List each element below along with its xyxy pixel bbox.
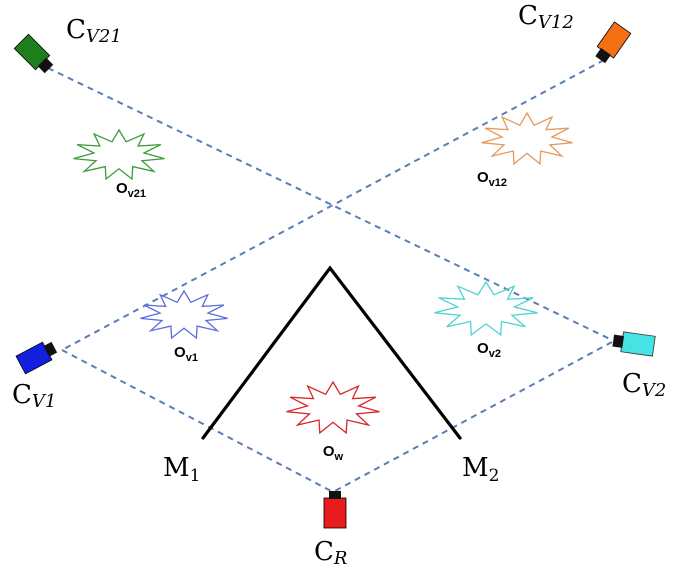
camera-cr xyxy=(323,491,347,529)
camera-cv21-lens-icon xyxy=(37,57,54,74)
mirror-pair xyxy=(201,265,462,440)
object-ow-star-icon xyxy=(286,380,380,435)
camera-cv2-lens-icon xyxy=(612,334,624,348)
camera-cv12-label: CV12 xyxy=(518,1,574,33)
object-ov2-star-icon xyxy=(434,280,538,337)
ray-cv21-to-cv2 xyxy=(47,67,613,341)
mirror-m2-label: M2 xyxy=(462,453,499,486)
object-ov2: Ov2 xyxy=(434,280,538,360)
camera-cv2 xyxy=(612,331,656,357)
ray-cv2-to-cr xyxy=(332,341,613,493)
camera-cv2-body-icon xyxy=(620,331,656,357)
camera-cv1-lens-icon xyxy=(43,341,58,357)
camera-cv2-label: CV2 xyxy=(622,369,666,401)
object-ov2-label: Ov2 xyxy=(477,340,501,360)
object-ov12: Ov12 xyxy=(477,111,573,189)
object-ov1-star-icon xyxy=(140,289,228,340)
object-ov12-star-icon xyxy=(481,111,573,166)
mirror-m1-label: M1 xyxy=(163,453,200,486)
camera-cv1-label: CV1 xyxy=(12,380,56,412)
object-ov1-label: Ov1 xyxy=(174,344,198,364)
camera-cv12-lens-icon xyxy=(595,48,611,64)
camera-cr-label: CR xyxy=(314,537,347,569)
ray-cv12-to-cv1 xyxy=(61,59,605,351)
ray-cv1-to-cr xyxy=(61,349,334,493)
object-ov21-label: Ov21 xyxy=(116,180,146,200)
object-ow-label: Ow xyxy=(323,443,344,463)
camera-cv1 xyxy=(15,341,58,375)
object-ow: Ow xyxy=(286,380,380,463)
camera-cr-lens-icon xyxy=(329,491,341,499)
camera-cv12 xyxy=(595,21,632,64)
camera-cv21 xyxy=(13,33,54,74)
camera-cv21-label: CV21 xyxy=(66,15,122,47)
object-ov12-label: Ov12 xyxy=(477,169,507,189)
object-ov1: Ov1 xyxy=(140,289,228,364)
object-ov21: Ov21 xyxy=(73,128,165,200)
camera-cr-body-icon xyxy=(323,497,347,529)
object-ov21-star-icon xyxy=(73,128,165,181)
